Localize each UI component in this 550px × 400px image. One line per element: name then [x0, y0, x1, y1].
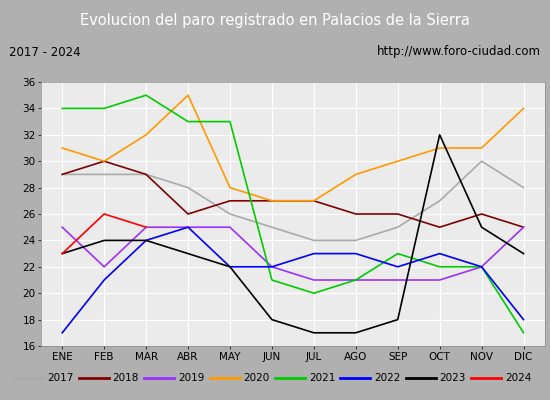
Text: 2017: 2017	[47, 373, 74, 383]
Text: 2022: 2022	[374, 373, 400, 383]
Text: 2020: 2020	[244, 373, 270, 383]
Text: 2021: 2021	[309, 373, 335, 383]
Text: 2018: 2018	[113, 373, 139, 383]
Text: 2017 - 2024: 2017 - 2024	[9, 46, 81, 58]
Text: Evolucion del paro registrado en Palacios de la Sierra: Evolucion del paro registrado en Palacio…	[80, 12, 470, 28]
Text: http://www.foro-ciudad.com: http://www.foro-ciudad.com	[377, 46, 541, 58]
Text: 2023: 2023	[439, 373, 466, 383]
Text: 2024: 2024	[505, 373, 531, 383]
Text: 2019: 2019	[178, 373, 205, 383]
